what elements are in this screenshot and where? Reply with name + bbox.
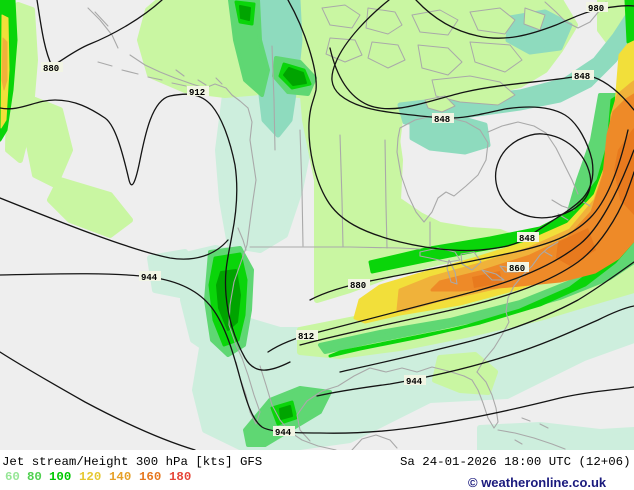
svg-text:860: 860 xyxy=(509,264,525,274)
svg-text:80: 80 xyxy=(27,470,42,484)
svg-text:© weatheronline.co.uk: © weatheronline.co.uk xyxy=(468,475,607,490)
svg-text:944: 944 xyxy=(275,428,292,438)
svg-text:Sa 24-01-2026 18:00 UTC (12+06: Sa 24-01-2026 18:00 UTC (12+06) xyxy=(400,455,631,469)
svg-text:944: 944 xyxy=(406,377,423,387)
svg-text:812: 812 xyxy=(298,332,314,342)
svg-text:848: 848 xyxy=(434,115,450,125)
svg-text:912: 912 xyxy=(189,88,205,98)
svg-text:180: 180 xyxy=(169,470,191,484)
svg-text:848: 848 xyxy=(574,72,590,82)
svg-text:120: 120 xyxy=(79,470,101,484)
svg-text:880: 880 xyxy=(43,64,59,74)
svg-text:160: 160 xyxy=(139,470,161,484)
svg-text:140: 140 xyxy=(109,470,131,484)
svg-text:60: 60 xyxy=(5,470,20,484)
svg-text:100: 100 xyxy=(49,470,71,484)
svg-text:980: 980 xyxy=(588,4,604,14)
svg-text:944: 944 xyxy=(141,273,158,283)
svg-text:848: 848 xyxy=(519,234,535,244)
svg-text:880: 880 xyxy=(350,281,366,291)
svg-text:Jet stream/Height 300 hPa [kts: Jet stream/Height 300 hPa [kts] GFS xyxy=(2,455,262,469)
